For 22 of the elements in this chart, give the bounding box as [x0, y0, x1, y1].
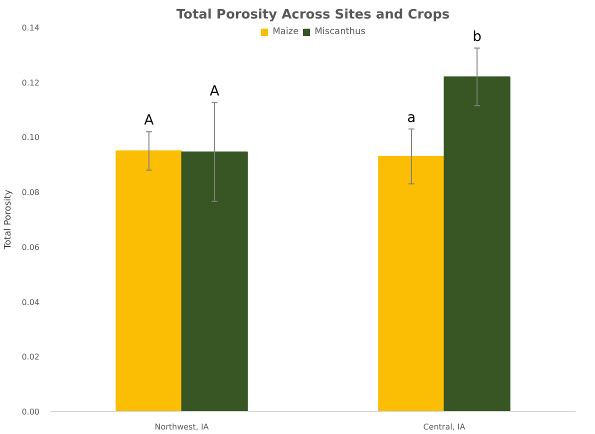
- chart-title: Total Porosity Across Sites and Crops: [176, 8, 450, 22]
- y-tick-label: 0.06: [22, 242, 40, 252]
- y-tick-label: 0.00: [22, 408, 40, 416]
- y-tick-label: 0.12: [22, 78, 40, 88]
- annotation: A: [210, 84, 220, 100]
- bar: [116, 150, 182, 412]
- legend-label: Maize: [272, 27, 299, 37]
- y-tick-label: 0.04: [22, 298, 40, 307]
- y-tick-label: 0.02: [22, 352, 40, 362]
- bar: [378, 156, 445, 412]
- annotation: A: [144, 112, 154, 129]
- y-tick-label: 0.10: [22, 133, 40, 142]
- x-tick-label: Northwest, IA: [154, 422, 210, 432]
- x-tick-label: Central, IA: [423, 422, 466, 432]
- annotation: a: [407, 110, 416, 126]
- y-axis-title: Total Porosity: [4, 189, 14, 250]
- bar: [181, 152, 248, 412]
- legend-label: Miscanthus: [314, 27, 366, 37]
- bar: [444, 76, 510, 412]
- annotation: b: [472, 29, 482, 46]
- y-tick-label: 0.08: [22, 188, 40, 198]
- y-tick-label: 0.14: [22, 24, 40, 32]
